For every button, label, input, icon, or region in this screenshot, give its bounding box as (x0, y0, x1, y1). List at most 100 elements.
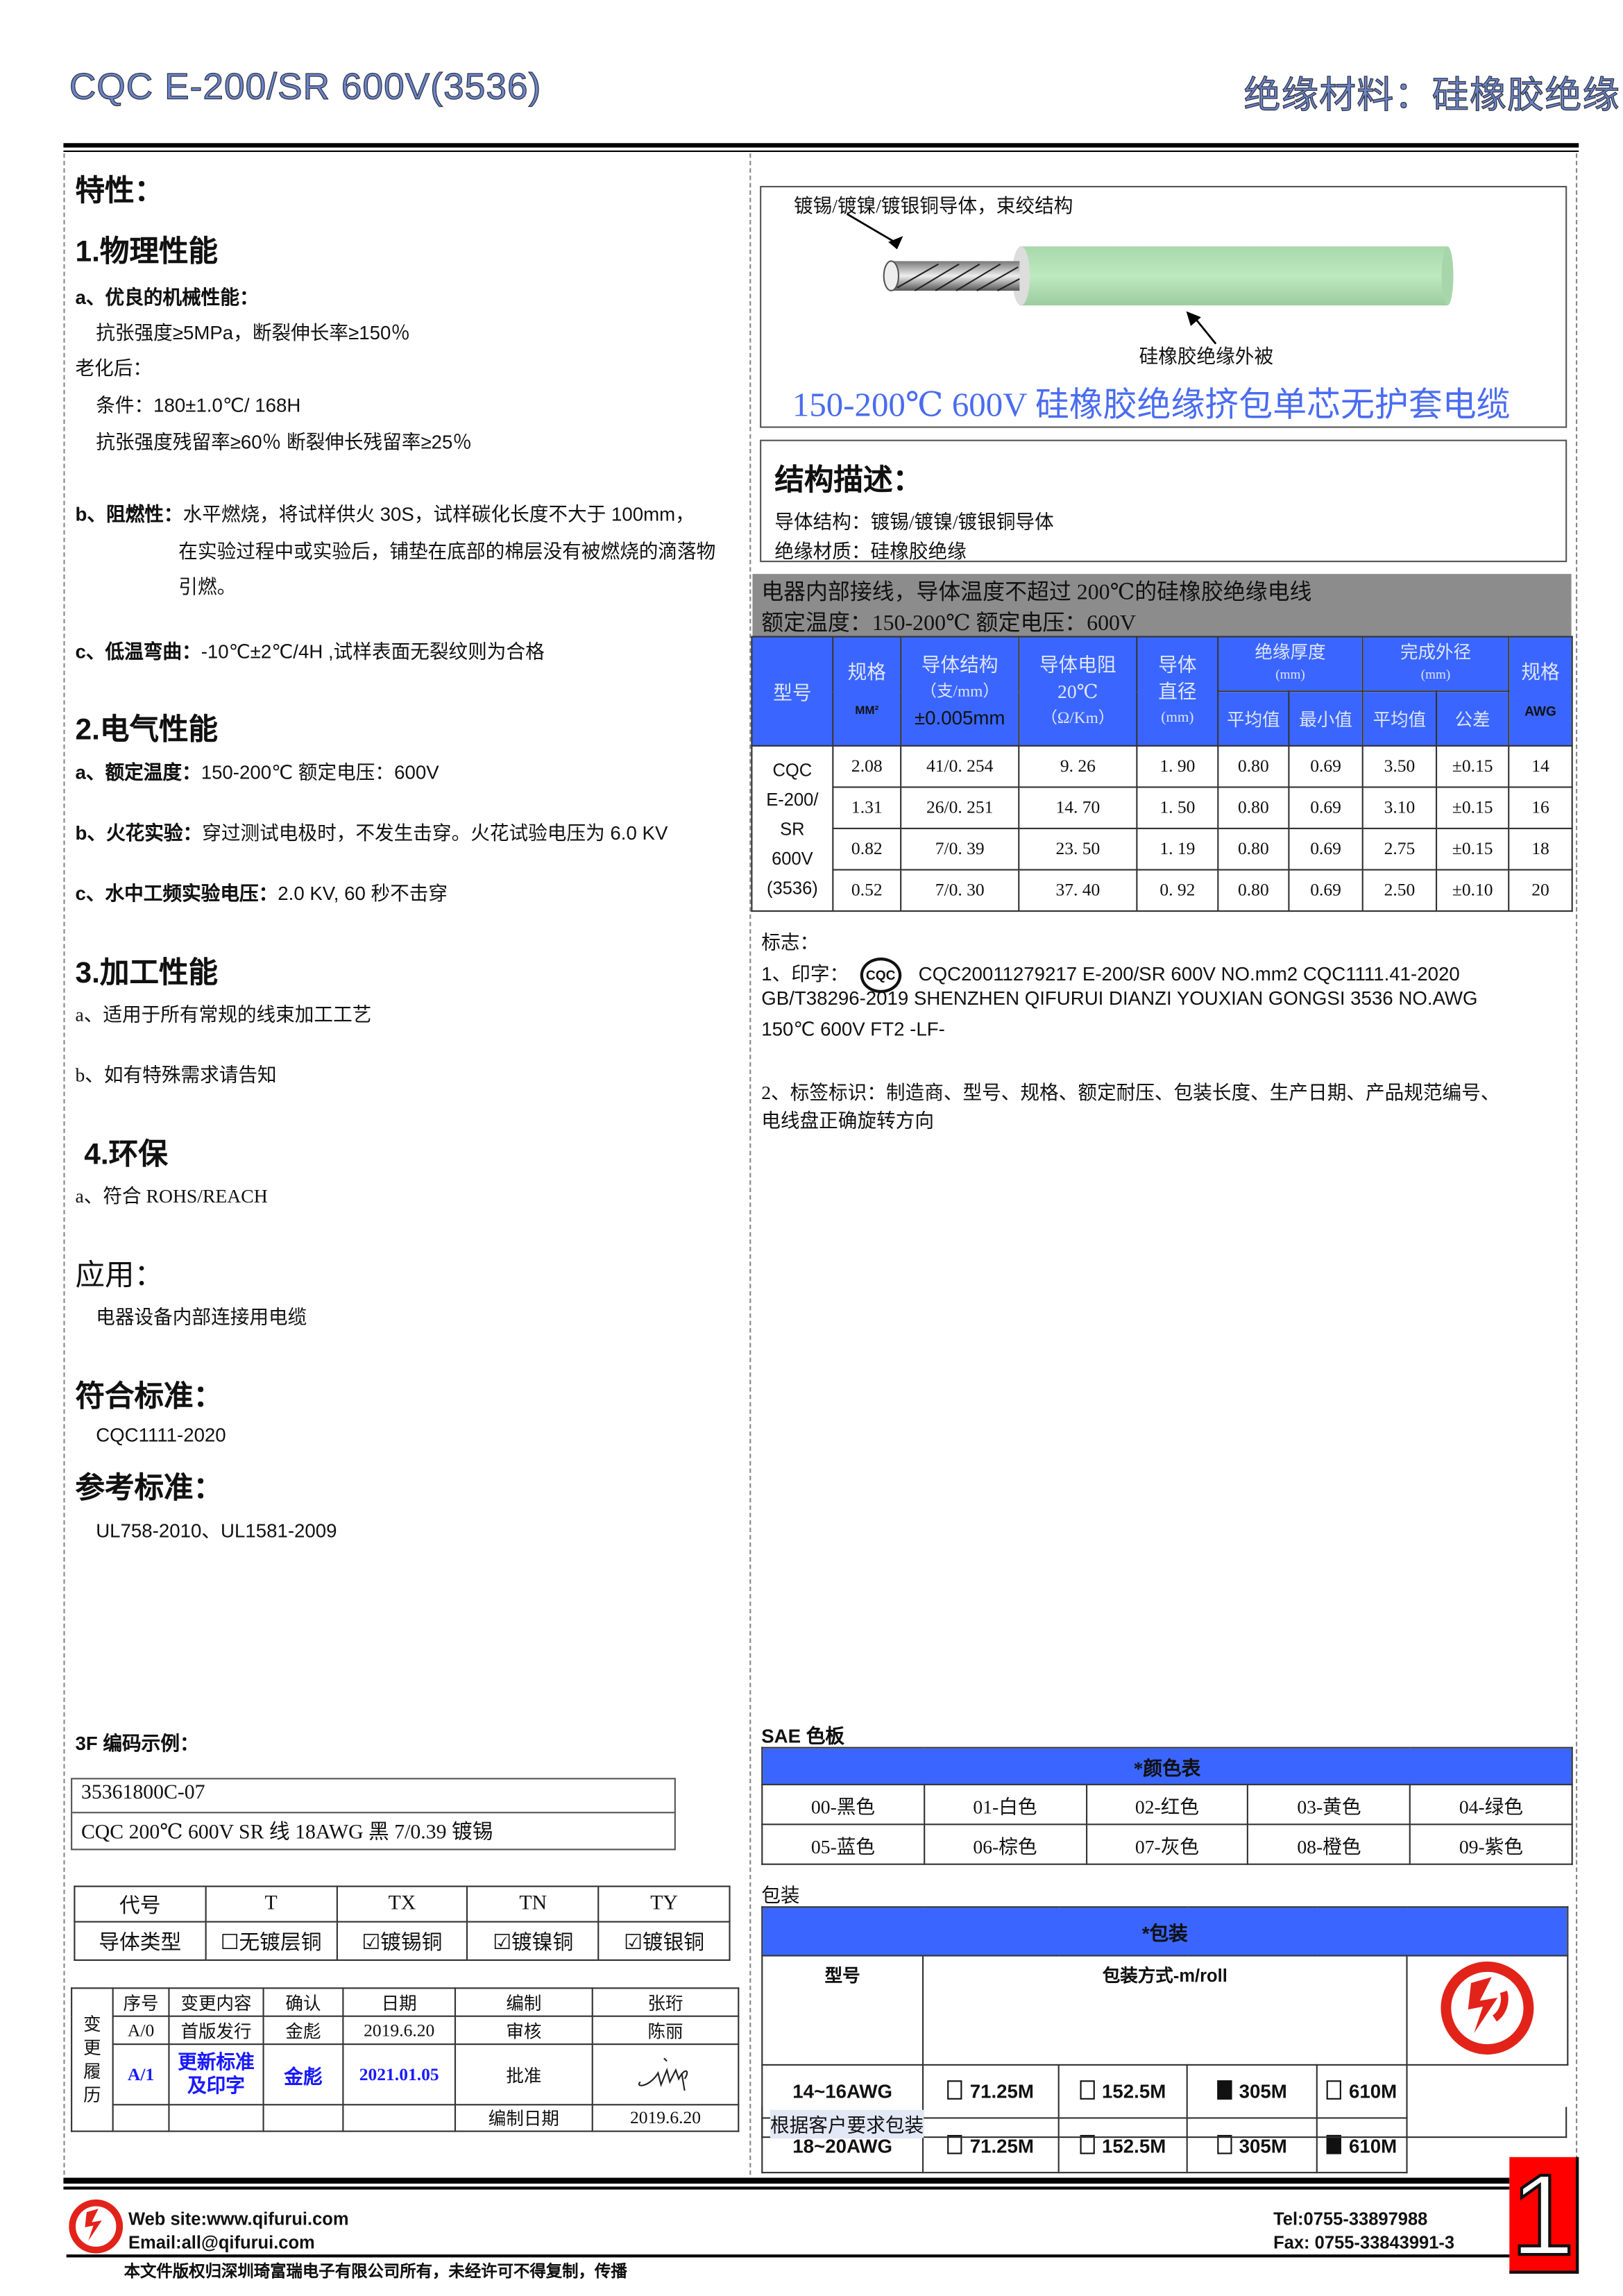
spec-cell: 9. 26 (1018, 745, 1138, 788)
spec-cell: 0.80 (1217, 745, 1290, 788)
spec-cell: 0. 92 (1136, 869, 1219, 912)
unchecked-box-icon[interactable] (1327, 2080, 1342, 2100)
sae-row: 00-黑色 01-白色 02-红色 03-黄色 04-绿色 (761, 1783, 1573, 1826)
spec-cell: 1.31 (832, 786, 902, 830)
marking-text-1: CQC20011279217 E-200/SR 600V NO.mm2 CQC1… (918, 962, 1460, 985)
spec-row: CQC E-200/SR 600V (3536) 2.08 41/0. 254 9. 26 1… (751, 745, 1573, 912)
packing-option[interactable]: 71.25M (922, 2064, 1060, 2119)
structure-insulation: 绝缘材质：硅橡胶绝缘 (774, 540, 967, 563)
water-test-text: 2.0 KV, 60 秒不击穿 (278, 882, 448, 905)
electrical-heading: 2.电气性能 (75, 714, 219, 747)
header-rule (63, 143, 1579, 148)
packing-option[interactable]: 152.5M (1057, 2064, 1188, 2119)
packing-heading: 包装 (761, 1884, 800, 1907)
flame-text: 水平燃烧，将试样供火 30S，试样碳化长度不大于 100mm， (182, 503, 695, 525)
footer-rule (63, 2177, 1510, 2184)
spec-cell: 3.10 (1361, 786, 1438, 830)
packing-option-label: 152.5M (1102, 2080, 1166, 2103)
model-line: E-200/ (766, 788, 819, 810)
checked-box-icon[interactable] (1216, 2080, 1232, 2100)
col-diameter: 导体 (1158, 652, 1197, 675)
history-cell: 编制日期 (454, 2104, 593, 2132)
copyright-notice: 本文件版权归深圳琦富瑞电子有限公司所有，未经许可不得复制，传播 (124, 2263, 627, 2281)
packing-option[interactable]: 610M (1316, 2064, 1408, 2119)
packing-title: *包装 (761, 1906, 1569, 1957)
packing-option[interactable]: 305M (1186, 2117, 1318, 2174)
cable-drawing (846, 213, 1454, 345)
processing-b: b、如有特殊需求请告知 (75, 1064, 277, 1087)
packing-option[interactable]: 152.5M (1057, 2117, 1188, 2174)
packing-option[interactable]: 71.25M (922, 2117, 1060, 2174)
flame-label: b、阻燃性： (75, 503, 183, 525)
spec-table: 型号 规格 MM² 导体结构 （支/mm） ±0.005mm 导体电阻 20℃ （Ω/Km… (751, 636, 1573, 912)
unchecked-box-icon[interactable] (1080, 2134, 1095, 2154)
flame-text-2: 在实验过程中或实验后，铺垫在底部的棉层没有被燃烧的滴落物 (178, 540, 716, 563)
history-cell: 批准 (454, 2043, 593, 2106)
code-cell: ☑镀锡铜 (335, 1921, 468, 1961)
unchecked-box-icon[interactable] (1216, 2134, 1232, 2154)
history-cell: 金彪 (262, 2015, 344, 2046)
spec-cell: 3.50 (1361, 745, 1438, 788)
footer-website[interactable]: Web site:www.qifurui.com (128, 2209, 349, 2229)
code-cell: 导体类型 (74, 1921, 207, 1961)
mechanical-label: a、优良的机械性能： (75, 286, 259, 309)
history-header: 张珩 (591, 1987, 740, 2017)
col-resistance: 导体电阻 (1039, 652, 1116, 675)
checked-box-icon[interactable] (1327, 2134, 1342, 2154)
footer-bottom-rule (66, 2254, 1510, 2258)
standard-heading: 符合标准： (75, 1381, 223, 1414)
marking-line-1: 1、印字： CQC CQC20011279217 E-200/SR 600V N… (761, 958, 1460, 994)
col-diameter-unit: (mm) (1161, 708, 1194, 726)
rated-temp-label: a、额定温度： (75, 761, 201, 784)
col-size-unit: MM² (855, 703, 879, 717)
marking-text-4: 2、标签标识：制造商、型号、规格、额定耐压、包装长度、生产日期、产品规范编号、 (761, 1081, 1500, 1104)
unchecked-box-icon[interactable] (947, 2134, 963, 2154)
sae-color-cell: 07-灰色 (1085, 1823, 1249, 1865)
company-logo-icon (1441, 1962, 1534, 2055)
col-ins-thickness: 绝缘厚度 (1255, 641, 1326, 663)
spec-cell: 14 (1508, 745, 1573, 788)
footer-logo-icon (69, 2199, 124, 2254)
footer-email[interactable]: Email:all@qifurui.com (128, 2232, 315, 2254)
sae-color-cell: 00-黑色 (761, 1783, 925, 1826)
col-ins-unit: (mm) (1275, 667, 1305, 682)
packing-option[interactable]: 610M (1316, 2117, 1408, 2174)
mechanical-text: 抗张强度≥5MPa，断裂伸长率≥150％ (96, 321, 410, 344)
usage-banner-line2: 额定温度：150-200℃ 额定电压：600V (761, 612, 1137, 636)
standard-text: CQC1111-2020 (96, 1423, 226, 1446)
conductor-label: 镀锡/镀镍/镀银铜导体，束绞结构 (794, 194, 1073, 217)
col-awg-unit: AWG (1524, 703, 1556, 718)
packing-option-label: 610M (1349, 2080, 1397, 2103)
application-heading: 应用： (75, 1259, 164, 1293)
aging-result: 抗张强度残留率≥60％ 断裂伸长残留率≥25％ (96, 430, 473, 453)
spec-cell: 1. 19 (1136, 827, 1219, 871)
history-header: 变更内容 (168, 1987, 264, 2017)
history-header: 确认 (262, 1987, 344, 2017)
doc-category: 绝缘材料：硅橡胶绝缘 (1243, 75, 1620, 117)
footer-rule-thin (63, 2186, 1510, 2190)
spec-cell: ±0.10 (1436, 869, 1510, 912)
unchecked-box-icon[interactable] (1080, 2080, 1095, 2100)
code-cell: ☑镀镍铜 (466, 1921, 600, 1961)
marking-text-5: 电线盘正确旋转方向 (761, 1109, 935, 1132)
spec-cell: 0.69 (1288, 745, 1363, 788)
environment-heading: 4.环保 (84, 1139, 168, 1172)
unchecked-box-icon[interactable] (947, 2080, 963, 2100)
sae-color-cell: 03-黄色 (1247, 1783, 1411, 1826)
col-structure-unit: （支/mm） (920, 682, 999, 700)
model-line: (3536) (766, 877, 818, 898)
company-logo (1406, 1955, 1569, 2066)
model-line: 600V (772, 847, 813, 869)
conductor-code-table: 代号 T TX TN TY 导体类型 ☐无镀层铜 ☑镀锡铜 ☑镀镍铜 ☑镀银铜 (74, 1885, 731, 1961)
physical-heading: 1.物理性能 (75, 236, 219, 269)
spec-cell: 0.80 (1217, 786, 1290, 830)
packing-option[interactable]: 305M (1186, 2064, 1318, 2119)
packing-note-row: 根据客户要求包装 (761, 2107, 1567, 2138)
structure-box: 结构描述： 导体结构：镀锡/镀镍/镀银铜导体 绝缘材质：硅橡胶绝缘 (760, 439, 1567, 563)
history-cell: 2019.6.20 (591, 2104, 740, 2132)
spec-cell: ±0.15 (1436, 786, 1510, 830)
sae-color-cell: 08-橙色 (1247, 1823, 1411, 1865)
header-rule-thin (63, 150, 1579, 153)
aging-condition: 条件：180±1.0℃/ 168H (96, 393, 301, 416)
